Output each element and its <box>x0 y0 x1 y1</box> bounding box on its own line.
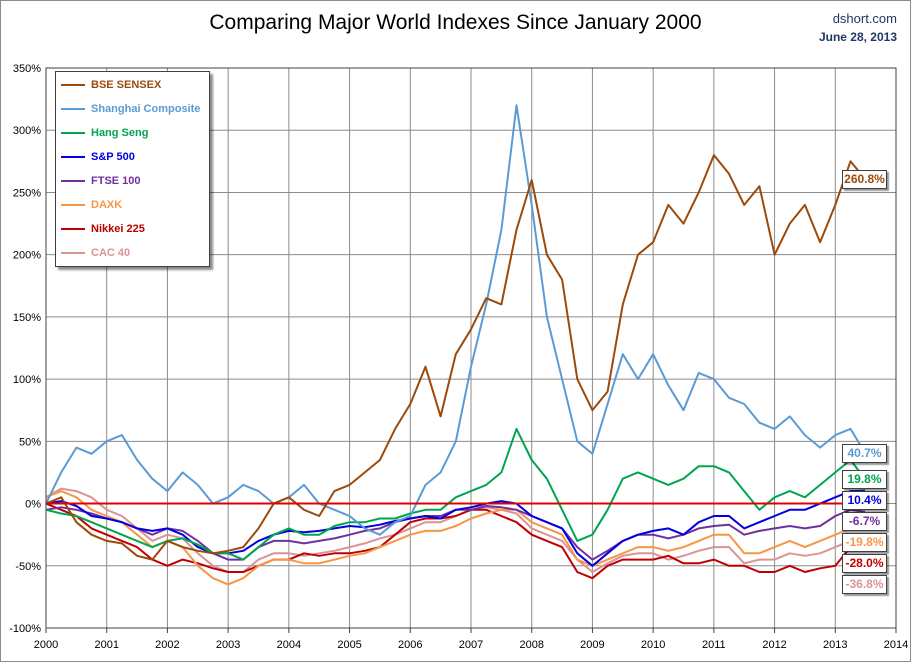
y-tick-label: 0% <box>25 499 41 511</box>
legend-label: S&P 500 <box>91 151 135 163</box>
legend-item: CAC 40 <box>61 244 130 262</box>
end-value-label: -19.8% <box>842 533 887 552</box>
x-tick-label: 2013 <box>823 639 847 651</box>
legend-label: Nikkei 225 <box>91 223 145 235</box>
legend-swatch <box>61 156 85 158</box>
legend-swatch <box>61 180 85 182</box>
y-tick-label: 150% <box>13 312 41 324</box>
x-tick-label: 2010 <box>641 639 665 651</box>
legend-item: S&P 500 <box>61 148 135 166</box>
x-tick-label: 2006 <box>398 639 422 651</box>
legend-item: Nikkei 225 <box>61 220 145 238</box>
legend-swatch <box>61 132 85 134</box>
x-tick-label: 2004 <box>277 639 301 651</box>
series-line-hang-seng <box>45 427 866 561</box>
legend-swatch <box>61 108 85 110</box>
source-site: dshort.com <box>832 11 897 26</box>
y-tick-label: 250% <box>13 187 41 199</box>
x-tick-label: 2012 <box>762 639 786 651</box>
y-tick-label: 350% <box>13 63 41 75</box>
legend-label: Shanghai Composite <box>91 103 201 115</box>
y-tick-label: -50% <box>15 561 41 573</box>
legend-swatch <box>61 228 85 230</box>
x-tick-label: 2011 <box>702 639 726 651</box>
end-value-label: -36.8% <box>842 575 887 594</box>
series-lines <box>45 104 866 586</box>
x-tick-label: 2014 <box>884 639 908 651</box>
y-tick-label: 300% <box>13 125 41 137</box>
legend: BSE SENSEX Shanghai Composite Hang Seng S&P… <box>55 71 210 267</box>
legend-label: CAC 40 <box>91 247 131 259</box>
plot-border <box>45 67 897 629</box>
series-line-shanghai-composite <box>45 104 866 536</box>
axes: -100% -50% 0% 50% 100% 150% 200% 250% 300% 350% 20… <box>9 63 908 651</box>
series-line-cac-40 <box>45 487 866 573</box>
end-value-label: 10.4% <box>842 491 887 510</box>
legend-label: Hang Seng <box>91 127 149 139</box>
x-tick-label: 2009 <box>580 639 604 651</box>
y-tick-label: 200% <box>13 250 41 262</box>
end-value-label: -6.7% <box>842 512 887 531</box>
y-tick-label: 50% <box>19 436 41 448</box>
x-tick-label: 2000 <box>34 639 58 651</box>
y-tick-label: 100% <box>13 374 41 386</box>
legend-item: Hang Seng <box>61 124 148 142</box>
legend-item: Shanghai Composite <box>61 100 200 118</box>
end-value-label: 260.8% <box>842 170 887 189</box>
legend-item: FTSE 100 <box>61 172 141 190</box>
source-date: June 28, 2013 <box>818 30 897 44</box>
x-tick-label: 2005 <box>337 639 361 651</box>
series-line-daxk <box>45 490 866 586</box>
x-tick-label: 2007 <box>459 639 483 651</box>
series-line-bse-sensex <box>45 154 866 561</box>
legend-label: BSE SENSEX <box>91 79 162 91</box>
series-line-s-p-500 <box>45 489 866 567</box>
end-value-label: -28.0% <box>842 554 887 573</box>
legend-label: FTSE 100 <box>91 175 141 187</box>
x-tick-label: 2002 <box>155 639 179 651</box>
y-tick-label: -100% <box>9 623 41 635</box>
end-value-label: 40.7% <box>842 444 887 463</box>
legend-swatch <box>61 84 85 86</box>
legend-item: BSE SENSEX <box>61 76 161 94</box>
chart-title: Comparing Major World Indexes Since Janu… <box>209 11 702 34</box>
legend-swatch <box>61 204 85 206</box>
end-value-label: 19.8% <box>842 470 887 489</box>
x-tick-label: 2008 <box>519 639 543 651</box>
source-block: dshort.com June 28, 2013 <box>819 10 897 46</box>
legend-item: DAXK <box>61 196 122 214</box>
x-tick-label: 2003 <box>216 639 240 651</box>
x-tick-label: 2001 <box>94 639 118 651</box>
legend-label: DAXK <box>91 199 123 211</box>
legend-swatch <box>61 252 85 254</box>
series-line-nikkei-225 <box>45 502 866 580</box>
